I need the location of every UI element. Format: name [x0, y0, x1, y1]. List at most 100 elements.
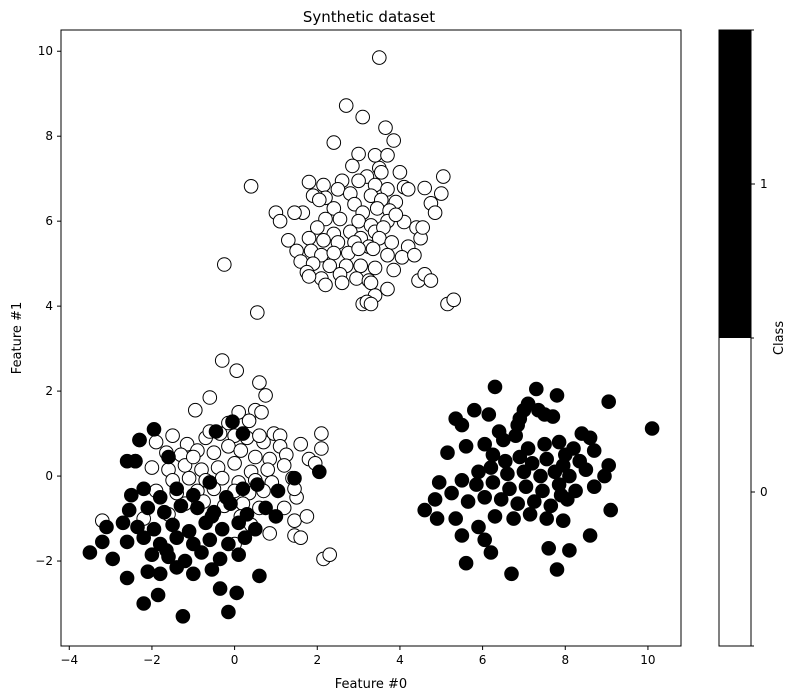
data-point-class-0 — [355, 109, 371, 125]
data-point-class-1 — [485, 475, 501, 490]
data-point-class-1 — [190, 500, 205, 516]
data-point-class-1 — [531, 402, 546, 418]
data-point-class-1 — [477, 532, 493, 548]
data-point-class-1 — [248, 521, 263, 537]
x-tick-label: 2 — [313, 653, 321, 667]
data-point-class-1 — [124, 487, 139, 503]
data-point-class-1 — [132, 432, 147, 448]
data-point-class-0 — [310, 220, 325, 235]
data-point-class-1 — [562, 543, 577, 558]
x-tick-label: 4 — [396, 653, 404, 667]
data-point-class-1 — [186, 566, 201, 582]
data-point-class-1 — [136, 596, 151, 611]
data-point-class-1 — [498, 453, 513, 469]
data-point-class-0 — [241, 413, 257, 429]
data-point-class-0 — [148, 434, 164, 450]
data-point-class-1 — [312, 464, 327, 480]
data-point-class-1 — [551, 434, 567, 450]
data-point-class-1 — [417, 502, 433, 518]
data-point-class-1 — [431, 475, 447, 490]
data-point-class-0 — [293, 530, 309, 546]
data-point-class-0 — [363, 296, 379, 312]
data-point-class-1 — [119, 534, 135, 550]
data-point-class-0 — [248, 449, 263, 465]
data-point-class-0 — [318, 277, 333, 293]
data-point-class-1 — [95, 534, 110, 550]
data-point-class-1 — [214, 521, 230, 537]
data-point-class-1 — [549, 562, 565, 577]
data-point-class-1 — [204, 562, 220, 577]
data-point-class-1 — [460, 494, 476, 509]
data-point-class-1 — [212, 551, 228, 567]
data-point-class-1 — [237, 530, 253, 546]
data-point-class-1 — [454, 417, 470, 433]
data-point-class-1 — [586, 479, 602, 495]
data-point-class-0 — [436, 169, 451, 184]
data-point-class-0 — [349, 271, 364, 286]
data-point-class-1 — [235, 481, 251, 497]
data-point-class-1 — [586, 443, 602, 458]
data-point-class-0 — [338, 98, 354, 113]
data-point-class-0 — [369, 201, 385, 216]
data-point-class-0 — [394, 249, 410, 265]
data-point-class-1 — [547, 464, 563, 480]
colorbar-tick-label: 0 — [760, 485, 768, 499]
data-point-class-0 — [262, 526, 278, 541]
data-point-class-0 — [330, 182, 346, 197]
data-point-class-1 — [212, 581, 228, 596]
data-point-class-1 — [99, 519, 114, 535]
y-tick-label: 6 — [45, 214, 53, 228]
data-point-class-0 — [258, 388, 273, 403]
data-point-class-1 — [448, 511, 464, 526]
data-point-class-1 — [157, 504, 172, 520]
data-point-class-1 — [128, 453, 143, 469]
data-point-class-1 — [539, 511, 555, 526]
data-point-class-1 — [512, 449, 528, 465]
data-point-class-1 — [427, 492, 443, 507]
data-point-class-1 — [202, 475, 218, 490]
data-point-class-1 — [169, 530, 184, 546]
data-point-class-1 — [169, 481, 184, 497]
data-point-class-0 — [351, 146, 366, 162]
data-point-class-1 — [527, 494, 542, 509]
data-point-class-0 — [299, 509, 315, 524]
x-axis-label: Feature #0 — [335, 677, 407, 692]
y-axis-ticks: −2 0 2 4 6 8 10 — [35, 44, 61, 568]
data-point-class-1 — [146, 422, 162, 437]
data-point-class-1 — [204, 509, 220, 524]
data-point-class-0 — [400, 182, 416, 197]
data-point-class-1 — [140, 500, 156, 516]
data-point-class-1 — [440, 445, 455, 461]
data-point-class-0 — [372, 50, 387, 65]
data-point-class-1 — [533, 468, 548, 484]
data-point-class-0 — [380, 247, 395, 263]
data-point-class-1 — [644, 421, 660, 436]
data-point-class-1 — [429, 511, 445, 526]
data-point-class-1 — [477, 490, 493, 505]
data-point-class-0 — [243, 179, 259, 194]
data-point-class-0 — [434, 186, 449, 201]
data-point-class-1 — [483, 545, 499, 560]
data-point-class-1 — [82, 545, 98, 560]
data-point-class-0 — [392, 165, 408, 180]
data-point-class-1 — [555, 513, 571, 529]
data-point-class-1 — [543, 498, 559, 514]
data-point-class-0 — [423, 273, 439, 288]
data-point-class-0 — [316, 233, 331, 248]
data-point-class-1 — [146, 521, 162, 537]
data-point-class-1 — [202, 532, 218, 548]
data-point-class-1 — [235, 426, 251, 441]
y-tick-label: 4 — [45, 299, 53, 313]
data-point-class-1 — [506, 511, 521, 526]
data-point-class-1 — [562, 468, 577, 484]
data-point-class-1 — [467, 402, 482, 418]
data-point-class-0 — [144, 460, 160, 475]
y-axis-label: Feature #1 — [10, 302, 25, 374]
data-point-class-0 — [252, 428, 267, 444]
x-tick-label: −2 — [143, 653, 161, 667]
data-point-class-0 — [351, 173, 366, 189]
data-point-class-0 — [206, 445, 222, 461]
data-point-class-0 — [186, 449, 201, 465]
data-point-class-1 — [500, 466, 515, 482]
